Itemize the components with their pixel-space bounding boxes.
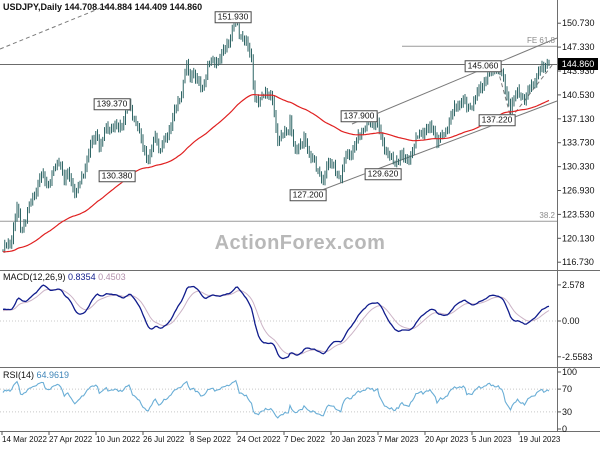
svg-text:140.530: 140.530 (562, 90, 595, 100)
current-price-tag: 144.860 (558, 58, 598, 71)
svg-text:19 Jul 2023: 19 Jul 2023 (519, 435, 561, 444)
svg-text:0: 0 (562, 424, 567, 434)
rsi-name: RSI(14) (3, 370, 35, 380)
trendline (510, 63, 554, 119)
svg-text:30: 30 (562, 407, 572, 417)
svg-text:14 Mar 2022: 14 Mar 2022 (2, 435, 47, 444)
fib-level-label: 38.2 (539, 211, 555, 221)
fib-level-label: FE 61.8 (526, 36, 555, 46)
trendline (321, 100, 558, 191)
svg-text:20 Apr 2023: 20 Apr 2023 (425, 435, 469, 444)
rsi-value: 64.9619 (36, 370, 70, 380)
svg-text:5 Jun 2023: 5 Jun 2023 (472, 435, 512, 444)
rsi-line (2, 379, 550, 419)
svg-text:126.930: 126.930 (562, 186, 595, 196)
svg-text:7 Dec 2022: 7 Dec 2022 (284, 435, 325, 444)
svg-text:20 Jan 2023: 20 Jan 2023 (331, 435, 376, 444)
svg-text:150.730: 150.730 (562, 18, 595, 28)
date-axis: 14 Mar 2022 27 Apr 2022 10 Jun 2022 26 Jul … (1, 431, 561, 444)
candlestick-series (2, 11, 550, 253)
svg-text:133.730: 133.730 (562, 138, 595, 148)
swing-price-label: 151.930 (214, 11, 252, 23)
svg-text:123.530: 123.530 (562, 209, 595, 219)
swing-price-label: 137.220 (478, 114, 516, 126)
macd-indicator-label: MACD(12,26,9) 0.8354 0.4503 (3, 272, 126, 282)
svg-text:100: 100 (562, 367, 577, 377)
macd-name: MACD(12,26,9) (3, 272, 66, 282)
swing-price-label: 139.370 (93, 98, 131, 110)
svg-text:2.578: 2.578 (562, 280, 585, 290)
svg-text:26 Jul 2022: 26 Jul 2022 (143, 435, 185, 444)
ma-line (2, 93, 550, 253)
watermark: ActionForex.com (214, 232, 386, 254)
ohlc-values: 144.708 144.884 144.409 144.860 (64, 2, 203, 12)
macd-value-signal: 0.4503 (98, 272, 126, 282)
svg-text:147.330: 147.330 (562, 42, 595, 52)
swing-price-label: 130.380 (98, 170, 136, 182)
chart-title: USDJPY,Daily 144.708 144.884 144.409 144… (3, 2, 202, 12)
svg-text:27 Apr 2022: 27 Apr 2022 (49, 435, 93, 444)
svg-text:116.730: 116.730 (562, 257, 594, 267)
macd-signal-line (2, 288, 550, 355)
svg-text:70: 70 (562, 384, 572, 394)
swing-price-label: 127.200 (289, 189, 327, 201)
trendline (0, 4, 109, 50)
swing-price-label: 129.620 (364, 168, 402, 180)
trendline (351, 37, 558, 125)
svg-text:143.930: 143.930 (562, 66, 595, 76)
svg-text:120.130: 120.130 (562, 233, 595, 243)
rsi-axis: 100 70 30 0 (557, 367, 577, 434)
svg-text:7 Mar 2023: 7 Mar 2023 (378, 435, 419, 444)
swing-price-label: 145.060 (464, 60, 502, 72)
svg-text:130.330: 130.330 (562, 162, 595, 172)
svg-text:24 Oct 2022: 24 Oct 2022 (237, 435, 281, 444)
svg-text:0.00: 0.00 (562, 316, 580, 326)
svg-text:10 Jun 2022: 10 Jun 2022 (96, 435, 141, 444)
rsi-indicator-label: RSI(14) 64.9619 (3, 370, 69, 380)
panel-separators (0, 0, 600, 432)
macd-axis: 2.578 0.00 -2.5583 (557, 280, 593, 362)
macd-line (2, 284, 550, 360)
swing-price-label: 137.900 (340, 110, 378, 122)
svg-text:137.130: 137.130 (562, 114, 595, 124)
macd-value-main: 0.8354 (68, 272, 96, 282)
price-axis: 150.730 147.330 143.930 140.530 137.130 133.7… (557, 18, 595, 267)
symbol-timeframe: USDJPY,Daily (3, 2, 63, 12)
svg-text:-2.5583: -2.5583 (562, 352, 593, 362)
svg-text:8 Sep 2022: 8 Sep 2022 (190, 435, 231, 444)
